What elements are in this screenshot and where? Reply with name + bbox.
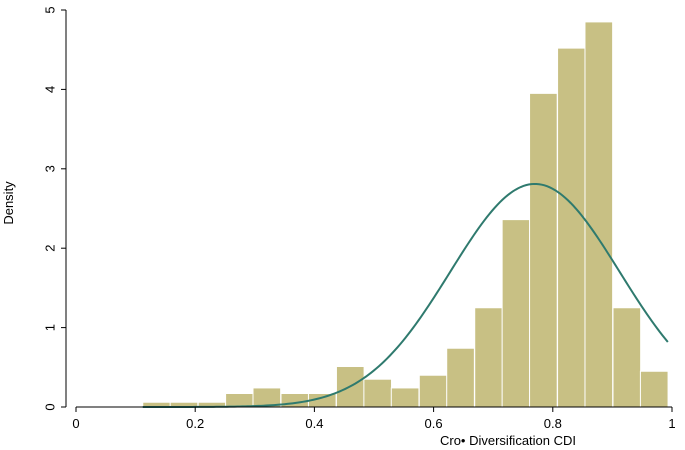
histogram-bar-18 [639, 370, 669, 408]
histogram-bar-10 [418, 374, 448, 408]
histogram-bar-13 [501, 219, 531, 408]
x-tick-label-4: 0.8 [544, 416, 562, 431]
y-tick-label-4: 4 [43, 86, 58, 93]
x-tick-label-0: 0 [72, 416, 79, 431]
y-tick-label-1: 1 [43, 324, 58, 331]
histogram-bar-9 [390, 387, 420, 408]
x-tick-label-2: 0.4 [305, 416, 323, 431]
y-tick-label-2: 2 [43, 245, 58, 252]
x-tick-label-3: 0.6 [425, 416, 443, 431]
histogram-bar-8 [363, 378, 393, 408]
histogram-bar-17 [612, 307, 642, 408]
y-tick-label-5: 5 [43, 6, 58, 13]
histogram-bar-12 [474, 307, 503, 408]
y-tick-label-0: 0 [43, 403, 58, 410]
y-axis-ticks: 0 1 2 3 4 5 [43, 6, 66, 411]
histogram-bars [142, 21, 669, 408]
y-tick-label-3: 3 [43, 165, 58, 172]
x-axis-title: Cro• Diversification CDI [440, 433, 576, 448]
histogram-bar-15 [557, 47, 586, 408]
histogram-bar-16 [584, 21, 614, 408]
x-axis-ticks: 0 0.2 0.4 0.6 0.8 1 [72, 407, 676, 431]
x-tick-label-1: 0.2 [186, 416, 204, 431]
histogram-bar-3 [225, 393, 254, 408]
histogram-bar-14 [529, 92, 558, 408]
x-tick-label-5: 1 [668, 416, 675, 431]
y-axis-title: Density [1, 181, 16, 225]
histogram-bar-11 [446, 347, 475, 408]
